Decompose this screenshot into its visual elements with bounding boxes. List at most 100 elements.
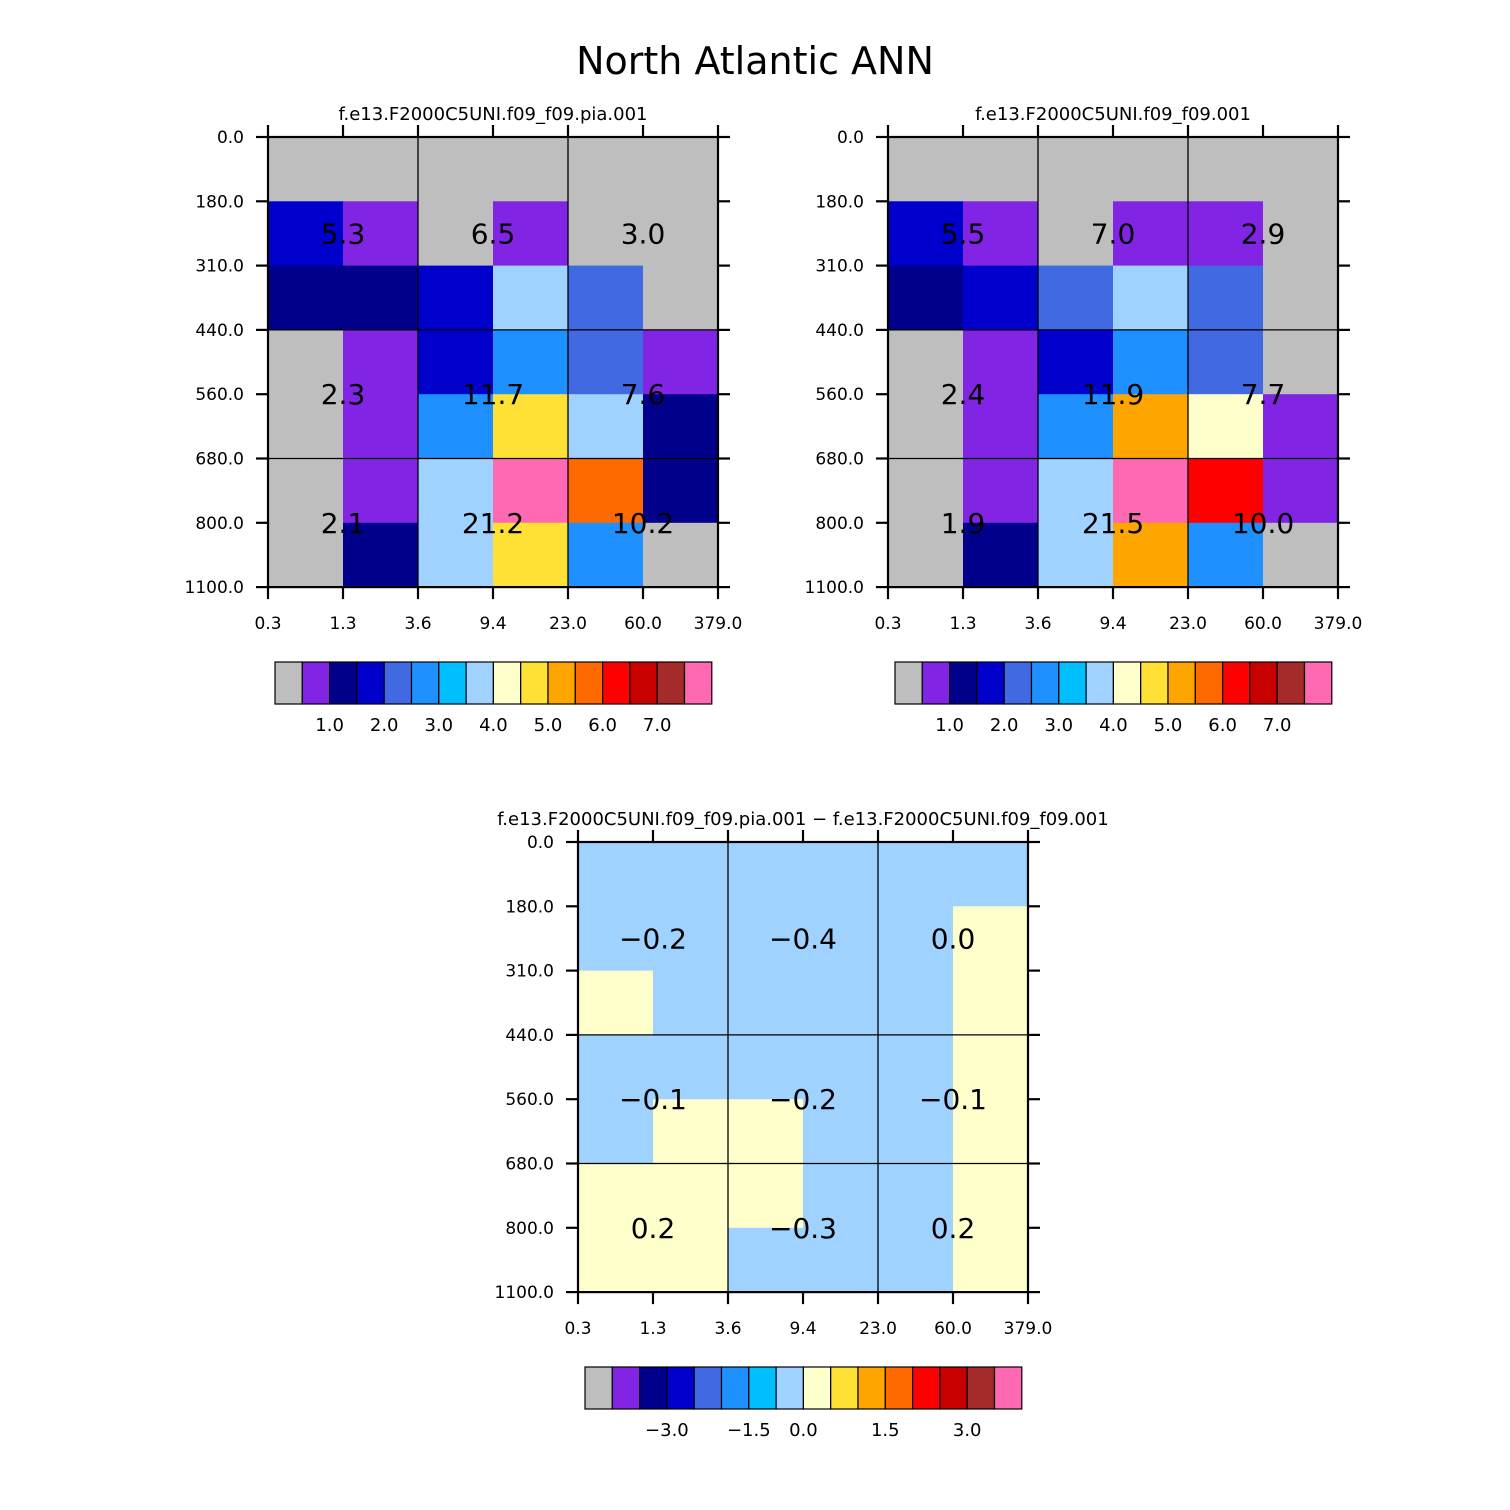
- heatmap-cell: [343, 265, 419, 331]
- colorbar-label: 7.0: [1263, 715, 1292, 736]
- colorbar-swatch: [939, 1366, 968, 1410]
- block-value-label: 21.2: [462, 507, 524, 540]
- heatmap-cell: [728, 1099, 804, 1164]
- colorbar-swatch: [520, 661, 549, 705]
- x-tick-label: 60.0: [1244, 614, 1282, 634]
- colorbar-label: 4.0: [1099, 715, 1128, 736]
- panel-title: f.e13.F2000C5UNI.f09_f09.pia.001 − f.e13…: [497, 809, 1108, 830]
- heatmap-cell: [653, 1227, 729, 1293]
- heatmap-cell: [268, 265, 344, 331]
- colorbar-label: 3.0: [953, 1420, 982, 1441]
- heatmap-cell: [953, 1099, 1029, 1164]
- block-value-label: 7.6: [621, 378, 666, 411]
- x-tick-label: 9.4: [479, 614, 506, 634]
- heatmap-cell: [953, 906, 1029, 972]
- block-value-label: 5.3: [321, 217, 366, 250]
- block-value-label: 5.5: [941, 217, 986, 250]
- y-tick-label: 310.0: [815, 257, 864, 277]
- heatmap-cell: [418, 458, 494, 524]
- heatmap-cell: [963, 522, 1039, 588]
- y-tick-label: 0.0: [217, 128, 244, 148]
- colorbar-swatch: [775, 1366, 804, 1410]
- colorbar-label: 5.0: [534, 715, 563, 736]
- figure-title: North Atlantic ANN: [576, 39, 934, 83]
- y-tick-label: 1100.0: [495, 1283, 554, 1303]
- colorbar-swatch: [748, 1366, 777, 1410]
- heatmap-cell: [803, 1034, 879, 1100]
- block-value-label: 21.5: [1082, 507, 1144, 540]
- block-value-label: 6.5: [471, 217, 516, 250]
- block-value-label: 11.7: [462, 378, 524, 411]
- heatmap-cell: [568, 265, 644, 331]
- heatmap-cell: [653, 906, 729, 972]
- heatmap-cell: [568, 522, 644, 588]
- colorbar-swatch: [301, 661, 331, 705]
- block-value-label: −0.2: [619, 922, 687, 955]
- heatmap-cell: [1188, 394, 1264, 459]
- heatmap-cell: [963, 329, 1039, 395]
- colorbar-label: 5.0: [1154, 715, 1183, 736]
- heatmap-cell: [418, 137, 494, 202]
- colorbar-swatch: [611, 1366, 641, 1410]
- panel-title: f.e13.F2000C5UNI.f09_f09.001: [975, 104, 1251, 125]
- y-tick-label: 800.0: [815, 514, 864, 534]
- heatmap-cell: [1188, 329, 1264, 395]
- heatmap-cell: [343, 329, 419, 395]
- heatmap-cell: [653, 1034, 729, 1100]
- heatmap-cell: [268, 201, 344, 267]
- heatmap-panel-3: f.e13.F2000C5UNI.f09_f09.pia.001 − f.e13…: [495, 809, 1109, 1441]
- colorbar-label: 1.0: [315, 715, 344, 736]
- y-tick-label: 1100.0: [185, 578, 244, 598]
- colorbar-label: 6.0: [588, 715, 617, 736]
- x-tick-label: 379.0: [1004, 1319, 1053, 1339]
- heatmap-cell: [1263, 137, 1339, 202]
- heatmap-cell: [878, 1227, 954, 1293]
- heatmap-cell: [568, 329, 644, 395]
- block-value-label: −0.3: [769, 1212, 837, 1245]
- heatmap-cell: [1263, 522, 1339, 588]
- colorbar-swatch: [894, 661, 923, 705]
- colorbar-swatch: [1249, 661, 1278, 705]
- heatmap-cell: [268, 458, 344, 524]
- heatmap-cell: [1113, 265, 1189, 331]
- heatmap-cell: [953, 970, 1029, 1036]
- colorbar-swatch: [976, 661, 1005, 705]
- heatmap-cell: [418, 394, 494, 459]
- heatmap-cell: [493, 201, 569, 267]
- heatmap-cell: [1263, 458, 1339, 524]
- y-tick-label: 440.0: [815, 321, 864, 341]
- colorbar-swatch: [574, 661, 604, 705]
- colorbar-label: 3.0: [424, 715, 453, 736]
- heatmap-cell: [728, 1034, 804, 1100]
- heatmap-cell: [963, 201, 1039, 267]
- y-tick-label: 180.0: [505, 897, 554, 917]
- colorbar-swatch: [1194, 661, 1224, 705]
- x-tick-label: 3.6: [1024, 614, 1051, 634]
- colorbar-swatch: [547, 661, 576, 705]
- colorbar-swatch: [1303, 661, 1333, 705]
- block-value-label: 2.1: [321, 507, 366, 540]
- colorbar-swatch: [857, 1366, 886, 1410]
- heatmap-cell: [1038, 329, 1114, 395]
- heatmap-cell: [953, 1034, 1029, 1100]
- heatmap-cell: [1113, 394, 1189, 459]
- heatmap-cell: [1038, 201, 1114, 267]
- heatmap-cell: [728, 1163, 804, 1229]
- heatmap-cell: [343, 137, 419, 202]
- heatmap-cell: [1263, 394, 1339, 459]
- heatmap-cell: [493, 522, 569, 588]
- heatmap-cell: [953, 842, 1029, 907]
- heatmap-cell: [728, 906, 804, 972]
- heatmap-cell: [963, 137, 1039, 202]
- heatmap-cell: [343, 394, 419, 459]
- colorbar-swatch: [410, 661, 440, 705]
- colorbar-swatch: [802, 1366, 832, 1410]
- heatmap-cell: [888, 329, 964, 395]
- colorbar-swatch: [383, 661, 413, 705]
- y-tick-label: 680.0: [505, 1155, 554, 1175]
- heatmap-cell: [493, 137, 569, 202]
- block-value-label: 0.2: [931, 1212, 976, 1245]
- heatmap-cell: [578, 1099, 654, 1164]
- y-tick-label: 180.0: [195, 192, 244, 212]
- heatmap-cell: [268, 137, 344, 202]
